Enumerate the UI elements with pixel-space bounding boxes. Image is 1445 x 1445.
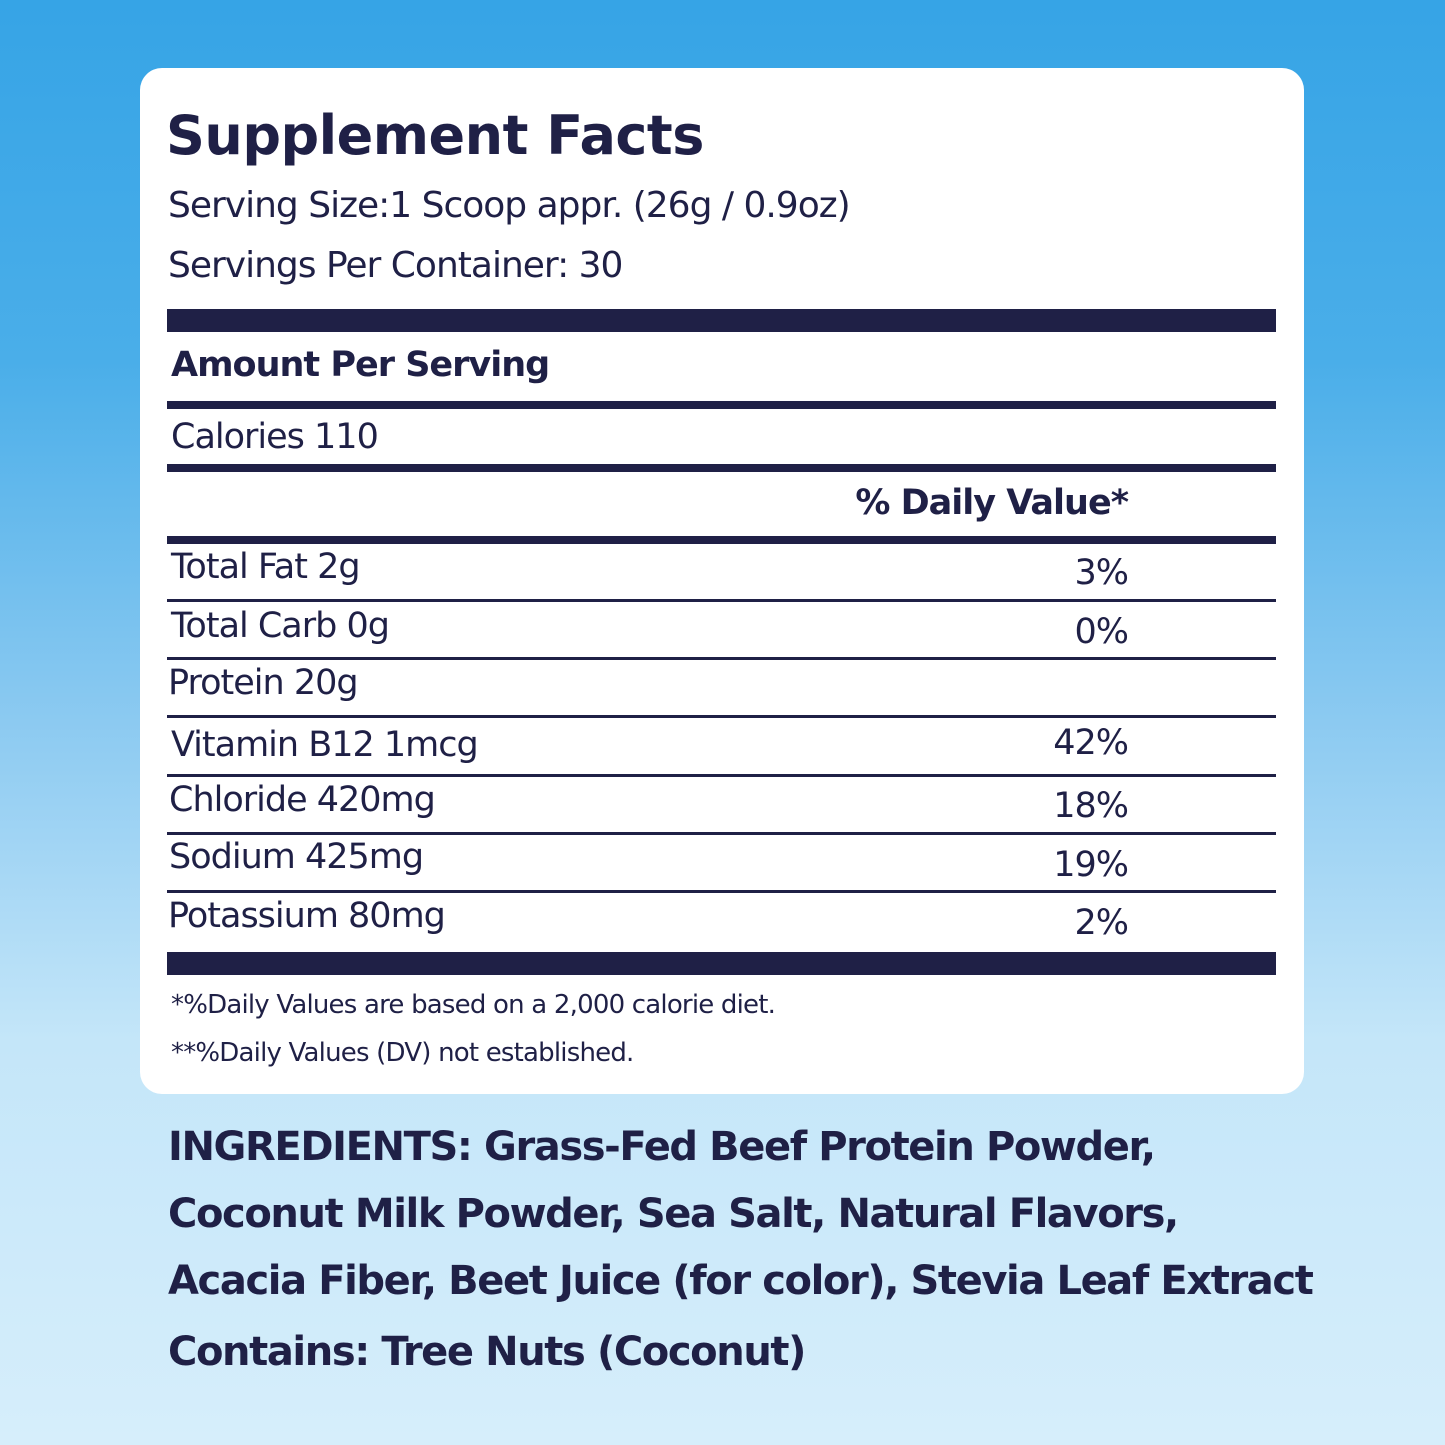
nutrient-dv: 19% bbox=[1053, 845, 1129, 885]
thin-divider bbox=[167, 715, 1276, 718]
nutrient-name: Vitamin B12 1mcg bbox=[171, 725, 479, 765]
footnote: *%Daily Values are based on a 2,000 calo… bbox=[171, 990, 776, 1020]
nutrient-name: Sodium 425mg bbox=[169, 837, 424, 877]
footnote: **%Daily Values (DV) not established. bbox=[171, 1038, 634, 1068]
amount-per-serving: Amount Per Serving bbox=[171, 345, 550, 385]
thin-divider bbox=[167, 599, 1276, 602]
thin-divider bbox=[167, 890, 1276, 893]
ingredients-block: INGREDIENTS: Grass-Fed Beef Protein Powd… bbox=[168, 1114, 1314, 1386]
thin-divider bbox=[167, 657, 1276, 660]
medium-divider bbox=[167, 464, 1276, 472]
nutrient-name: Chloride 420mg bbox=[169, 780, 436, 820]
nutrient-dv: 3% bbox=[1074, 553, 1129, 593]
medium-divider bbox=[167, 536, 1276, 544]
nutrient-name: Total Fat 2g bbox=[171, 547, 361, 587]
supplement-facts-card: Supplement Facts Serving Size:1 Scoop ap… bbox=[140, 68, 1304, 1094]
thick-divider bbox=[167, 309, 1276, 332]
thin-divider bbox=[167, 832, 1276, 835]
thin-divider bbox=[167, 774, 1276, 777]
servings-per-container: Servings Per Container: 30 bbox=[168, 245, 623, 286]
nutrient-dv: 18% bbox=[1053, 786, 1129, 826]
nutrient-name: Potassium 80mg bbox=[168, 896, 446, 936]
thick-divider bbox=[167, 952, 1276, 975]
ingredients-line: INGREDIENTS: Grass-Fed Beef Protein Powd… bbox=[168, 1124, 1156, 1170]
serving-size: Serving Size:1 Scoop appr. (26g / 0.9oz) bbox=[168, 185, 851, 226]
ingredients-line: Acacia Fiber, Beet Juice (for color), St… bbox=[168, 1258, 1314, 1304]
ingredients-line: Coconut Milk Powder, Sea Salt, Natural F… bbox=[168, 1191, 1179, 1237]
daily-value-header: % Daily Value* bbox=[855, 483, 1129, 523]
nutrient-name: Total Carb 0g bbox=[171, 606, 390, 646]
medium-divider bbox=[167, 401, 1276, 409]
nutrient-name: Protein 20g bbox=[168, 663, 359, 703]
nutrient-dv: 42% bbox=[1053, 723, 1129, 763]
calories: Calories 110 bbox=[171, 417, 379, 457]
nutrient-dv: 2% bbox=[1074, 903, 1129, 943]
nutrient-dv: 0% bbox=[1074, 612, 1129, 652]
allergen-statement: Contains: Tree Nuts (Coconut) bbox=[168, 1329, 806, 1375]
facts-title: Supplement Facts bbox=[166, 104, 704, 167]
